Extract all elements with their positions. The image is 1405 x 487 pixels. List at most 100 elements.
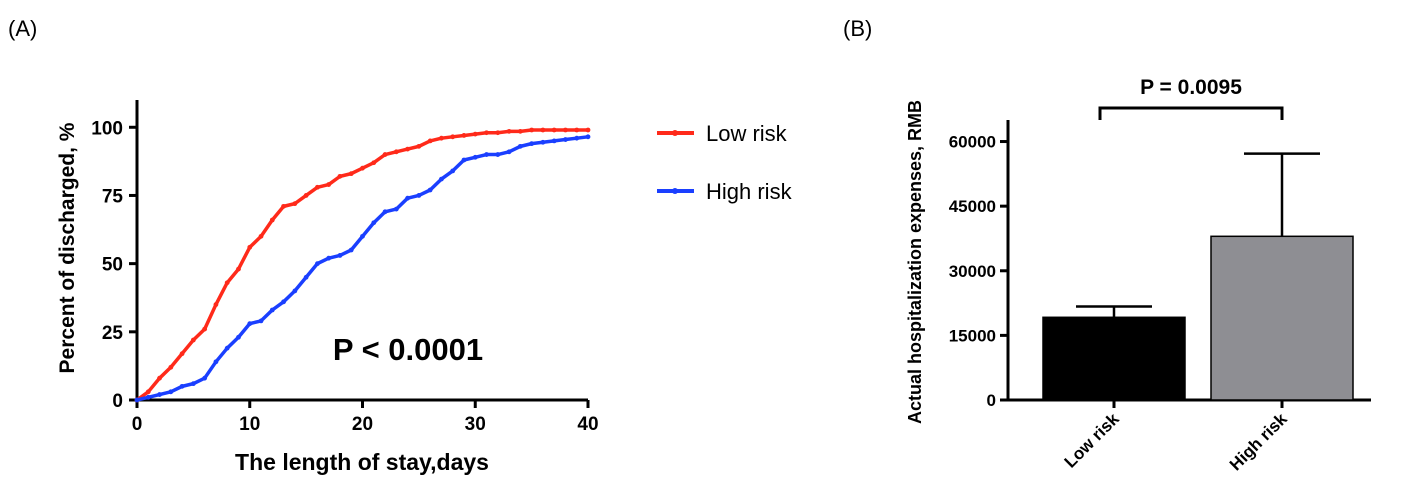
bar [1042,316,1186,401]
y-axis-label: Actual hospitalization expenses, RMB [905,100,925,424]
x-tick-label: 30 [465,414,486,435]
data-point [427,138,433,144]
data-point [495,130,501,136]
data-point [382,152,388,157]
legend-label: Low risk [706,121,788,146]
data-point [585,134,591,140]
data-point [382,209,388,215]
series-high-risk [134,134,591,403]
data-point [224,280,230,286]
data-point [258,318,264,324]
data-point [450,134,456,140]
data-point [348,171,354,177]
y-tick-label: 25 [102,323,124,344]
series-group [134,127,591,403]
data-point [190,337,196,343]
data-point [337,173,343,179]
data-point [258,233,264,239]
y-tick-label: 60000 [949,133,996,152]
data-point [427,187,433,193]
data-point [484,152,489,157]
data-point [360,165,365,171]
bracket-line [1098,106,1284,120]
data-point [315,261,320,267]
y-tick-label: 45000 [949,197,996,216]
data-point [416,193,422,198]
data-point [168,364,174,370]
data-point [551,127,557,133]
data-point [517,143,523,149]
data-point [190,381,196,387]
data-point [529,141,535,147]
legend-item: Low risk [657,121,788,146]
data-point [213,359,219,365]
category-label: High risk [1226,409,1291,474]
line-chart: 0 10 20 30 40 0 25 50 75 100 The length of stay,… [56,100,793,475]
x-tick-label: 40 [577,414,598,435]
data-point [405,146,410,152]
significance-bracket [1098,106,1284,120]
data-point [157,375,162,381]
data-point [247,244,253,250]
data-point [405,195,410,201]
data-point [574,135,580,141]
data-point [371,220,377,226]
panel-b-label: (B) [843,16,873,41]
data-point [247,321,253,327]
p-value-annotation: P = 0.0095 [1140,76,1242,99]
y-ticks: 0 15000 30000 45000 60000 [949,133,1008,410]
data-point [337,253,343,258]
data-point [506,128,512,134]
data-point [168,389,174,395]
data-point [224,345,230,351]
data-point [540,139,546,145]
data-point [563,127,568,133]
data-point [495,152,501,157]
data-point [371,160,377,166]
data-point [281,203,286,209]
data-point [269,307,275,313]
data-point [439,135,444,141]
data-point [202,326,208,332]
data-point [574,127,580,133]
data-point [517,128,523,134]
category-labels: Low risk High risk [1061,400,1291,474]
y-ticks: 0 25 50 75 100 [91,118,137,412]
y-axis-label: Percent of discharged, % [56,122,79,373]
data-point [281,299,286,305]
data-point [472,154,478,160]
data-point [563,137,568,142]
data-point [472,131,478,137]
data-point [551,138,557,144]
series-low-risk [134,127,591,403]
legend-label: High risk [706,179,793,204]
data-point [134,397,140,403]
data-point [292,201,298,207]
bar-low-risk [1042,305,1186,401]
x-tick-label: 10 [239,414,260,435]
data-point [303,274,309,280]
y-tick-label: 100 [91,118,123,139]
x-tick-label: 20 [352,414,373,435]
y-tick-label: 0 [112,391,123,412]
y-tick-label: 15000 [949,326,996,345]
y-tick-label: 0 [987,391,996,410]
data-point [292,288,298,294]
data-point [179,351,185,357]
data-point [393,206,399,212]
legend-marker [672,130,678,136]
data-point [348,247,354,253]
y-tick-label: 50 [102,255,123,276]
data-point [540,127,546,133]
data-point [506,149,512,155]
data-point [450,168,456,174]
x-ticks: 0 10 20 30 40 [132,400,599,435]
category-label: Low risk [1061,409,1124,472]
data-point [585,127,591,133]
data-point [393,149,399,155]
data-point [461,133,467,138]
y-tick-label: 75 [102,186,124,207]
data-point [529,127,535,133]
